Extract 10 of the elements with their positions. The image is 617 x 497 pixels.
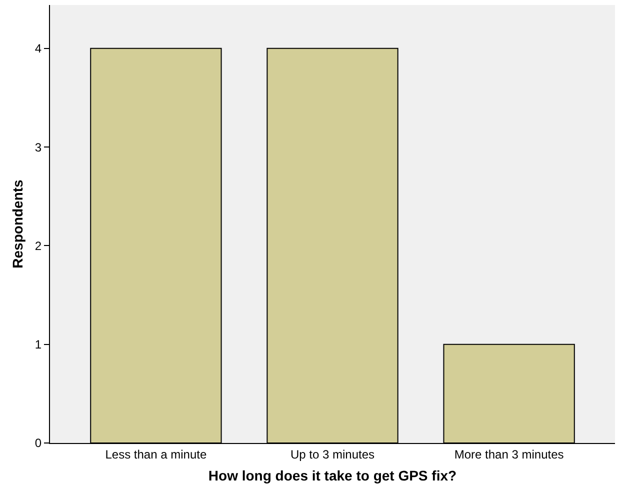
x-tick-label: Up to 3 minutes <box>290 447 375 462</box>
y-tick-label: 2 <box>34 238 42 253</box>
y-tick-label: 0 <box>34 436 42 450</box>
x-tick-label: Less than a minute <box>105 447 207 462</box>
y-tick-label: 3 <box>34 140 42 154</box>
y-tick-label: 4 <box>34 42 42 56</box>
x-axis-title: How long does it take to get GPS fix? <box>208 468 457 484</box>
y-tick-label: 1 <box>34 338 42 352</box>
y-axis-title: Respondents <box>10 179 26 268</box>
x-tick-label: More than 3 minutes <box>454 447 564 462</box>
